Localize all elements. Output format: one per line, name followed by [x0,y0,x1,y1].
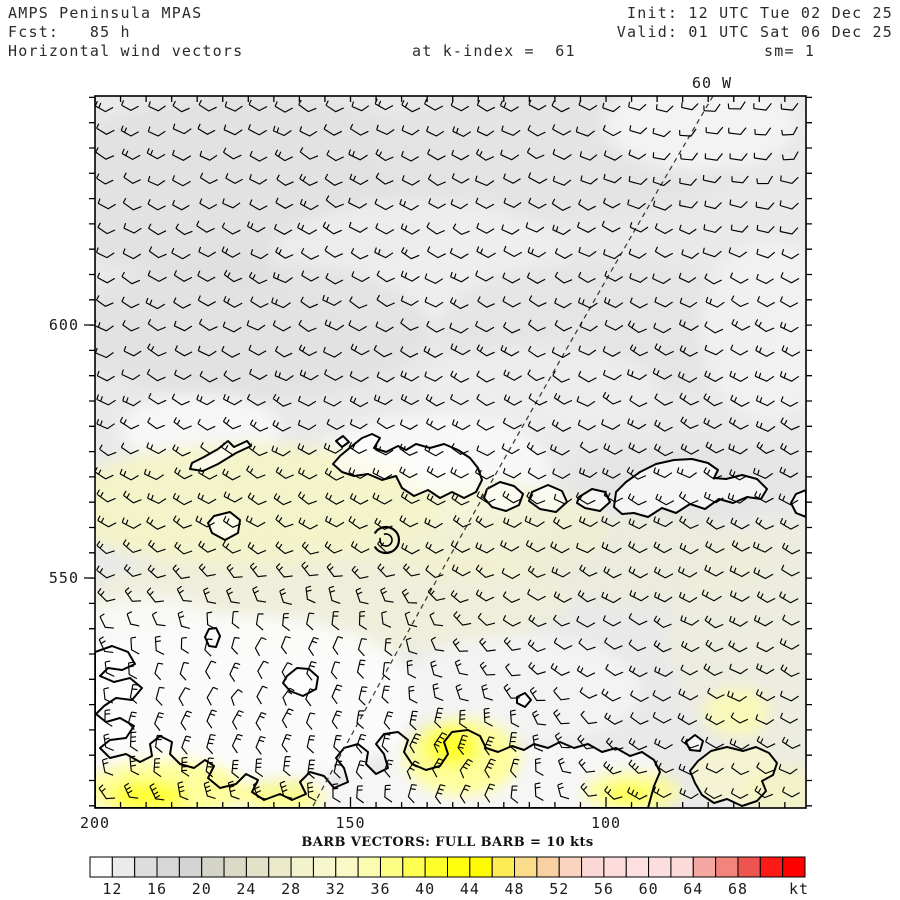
colorbar-cell [89,856,113,878]
y-axis-label: 550 [49,569,79,587]
colorbar-tick-label: 40 [415,880,435,898]
valid-time: Valid: 01 UTC Sat 06 Dec 25 [616,23,893,41]
colorbar-cell [759,856,784,878]
colorbar-tick-label: 60 [639,880,659,898]
colorbar-tick-label: 68 [728,880,748,898]
map-frame [94,95,807,809]
x-axis-label: 200 [80,814,110,832]
colorbar-cell [447,856,471,878]
colorbar-tick-label: 48 [505,880,525,898]
colorbar-cell [245,856,270,878]
colorbar-tick-label: 32 [326,880,346,898]
map-area [95,96,806,808]
wind-barb-field [95,98,801,805]
colorbar-cell [402,856,426,878]
colorbar: 12 16 20 24 28 32 36 40 44 48 52 56 60 64 68 kt [89,856,809,898]
colorbar-tick-label: 44 [460,880,480,898]
x-axis-label: 100 [591,814,621,832]
colorbar-cell [625,856,650,878]
colorbar-cell [514,856,538,878]
model-title: AMPS Peninsula MPAS [8,4,203,22]
colorbar-cell [469,856,493,878]
colorbar-unit-label: kt [789,880,809,898]
colorbar-cell [603,856,627,878]
colorbar-tick-label: 64 [683,880,703,898]
smoothing-label: sm= 1 [764,42,816,60]
colorbar-cell [357,856,381,878]
meridian-60w-line [311,96,714,808]
colorbar-cell [581,856,605,878]
colorbar-cell [156,856,180,878]
colorbar-tick-label: 56 [594,880,614,898]
colorbar-cell [290,856,314,878]
colorbar-cell [134,856,158,878]
colorbar-tick-label: 52 [549,880,569,898]
colorbar-cell [379,856,404,878]
x-axis-label: 150 [335,814,365,832]
colorbar-cell [558,856,583,878]
colorbar-cell [782,856,806,878]
colorbar-cell [312,856,337,878]
colorbar-cell [692,856,717,878]
colorbar-tick-label: 24 [236,880,256,898]
colorbar-tick-label: 12 [102,880,122,898]
colorbar-cell [223,856,247,878]
colorbar-cell [268,856,292,878]
colorbar-tick-label: 20 [192,880,212,898]
colorbar-tick-label: 36 [370,880,390,898]
colorbar-cell [424,856,449,878]
colorbar-cell [178,856,203,878]
y-axis-label: 600 [49,316,79,334]
coastlines [95,433,806,808]
colorbar-cell [737,856,761,878]
colorbar-cell [536,856,560,878]
meridian-label: 60 W [692,74,732,92]
level-label: at k-index = 61 [412,42,576,60]
colorbar-cell [335,856,359,878]
field-name: Horizontal wind vectors [8,42,244,60]
colorbar-cell [111,856,136,878]
init-time: Init: 12 UTC Tue 02 Dec 25 [627,4,893,22]
colorbar-tick-label: 16 [147,880,167,898]
colorbar-title: BARB VECTORS: FULL BARB = 10 kts [301,835,594,850]
colorbar-cell [715,856,739,878]
forecast-hour: Fcst: 85 h [8,23,131,41]
colorbar-cell [491,856,516,878]
colorbar-cell [670,856,694,878]
colorbar-cell [648,856,672,878]
land-fill [95,434,806,808]
colorbar-tick-label: 28 [281,880,301,898]
colorbar-cell [201,856,225,878]
